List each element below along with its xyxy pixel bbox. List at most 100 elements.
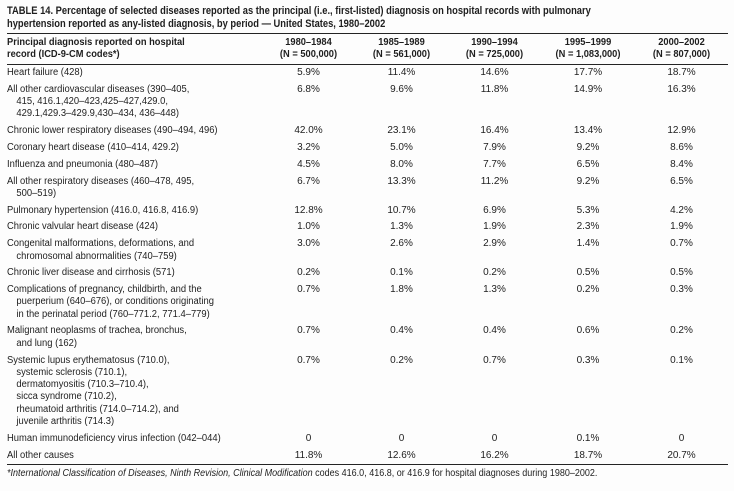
diagnosis-label-line: Chronic liver disease and cirrhosis (571… [7,267,175,279]
table-body: Heart failure (428) 5.9% 11.4% 14.6% 17.7% 18… [7,65,728,465]
value-cell: 1.8% [390,284,413,296]
value-cell: 6.5% [576,158,600,170]
value-cell: 0.2% [483,267,506,279]
diagnosis-label: All other respiratory diseases (460–478,… [7,174,262,203]
value-cell: 0.2% [576,284,600,296]
diagnosis-label-line: puerperium (640–676), or conditions orig… [16,296,214,308]
footnote-text: codes 416.0, 416.8, or 416.9 for hospita… [312,468,598,480]
value-cell: 11.4% [387,67,416,79]
value-cell: 0.7% [297,284,320,296]
value-cell: 4.5% [297,158,320,170]
value-cell: 4.2% [670,204,693,216]
diagnosis-label: Coronary heart disease (410–414, 429.2) [7,140,262,157]
value-cell: 0.2% [390,354,413,366]
value-cell: 0 [305,432,312,444]
diagnosis-label: Chronic liver disease and cirrhosis (571… [7,265,262,282]
diagnosis-label-line: Human immunodeficiency virus infection (… [7,432,221,444]
value-cell: 16.4% [480,125,509,137]
value-cell: 2.3% [576,221,600,233]
diagnosis-label-line: All other respiratory diseases (460–478,… [7,175,195,187]
value-cell: 0.2% [670,325,693,337]
value-cell: 0.1% [390,267,413,279]
value-cell: 7.9% [483,142,506,154]
value-cell: 23.1% [387,125,416,137]
header-diagnosis-column: Principal diagnosis reported on hospital… [7,33,262,65]
diagnosis-label-line: Systemic lupus erythematosus (710.0), [7,354,170,366]
diagnosis-table: Principal diagnosis reported on hospital… [7,33,728,466]
value-cell: 18.7% [573,449,603,461]
header-period-1995-1999: 1995–1999 (N = 1,083,000) [541,33,635,65]
value-cell: 0.7% [297,354,320,366]
value-cell: 0.5% [670,267,693,279]
value-cell: 0.3% [670,284,693,296]
header-period-1990-1994: 1990–1994 (N = 725,000) [448,33,541,65]
header-diagnosis-line-2: record (ICD-9-CM codes*) [7,49,120,60]
value-cell: 5.0% [390,142,413,154]
value-cell: 1.3% [483,284,506,296]
value-cell: 12.9% [667,125,696,137]
period-label: 1980–1984 [285,37,332,48]
table-row: Human immunodeficiency virus infection (… [7,431,728,448]
value-cell: 6.5% [670,175,693,187]
value-cell: 9.6% [390,83,413,95]
value-cell: 8.4% [670,158,693,170]
diagnosis-label: Systemic lupus erythematosus (710.0), sys… [7,352,262,430]
value-cell: 3.2% [297,142,320,154]
value-cell: 42.0% [294,125,323,137]
diagnosis-label-line: and lung (162) [16,337,78,349]
diagnosis-label: Influenza and pneumonia (480–487) [7,157,262,174]
period-label: 1990–1994 [471,37,518,48]
table-row: All other cardiovascular diseases (390–4… [7,82,728,123]
diagnosis-label-line: Chronic lower respiratory diseases (490–… [7,125,218,137]
value-cell: 14.9% [573,83,603,95]
value-cell: 0.7% [483,354,506,366]
period-n: (N = 561,000) [372,49,431,60]
value-cell: 8.0% [390,158,413,170]
value-cell: 0.2% [297,267,320,279]
table-title-line-1: TABLE 14. Percentage of selected disease… [7,5,591,17]
value-cell: 0.3% [576,354,600,366]
value-cell: 0.1% [670,354,693,366]
diagnosis-label-line: Chronic valvular heart disease (424) [7,221,159,233]
period-label: 1995–1999 [564,37,612,48]
value-cell: 6.9% [483,204,506,216]
value-cell: 20.7% [667,449,696,461]
value-cell: 13.4% [573,125,603,137]
table-row: Pulmonary hypertension (416.0, 416.8, 41… [7,203,728,220]
value-cell: 2.9% [483,238,506,250]
footnote: *International Classification of Disease… [7,468,656,480]
value-cell: 1.3% [390,221,413,233]
value-cell: 10.7% [387,204,416,216]
period-label: 1985–1989 [378,37,425,48]
table-header: Principal diagnosis reported on hospital… [7,33,728,65]
table-row: Systemic lupus erythematosus (710.0), sys… [7,352,728,430]
table-row: All other causes 11.8% 12.6% 16.2% 18.7% 20.7… [7,448,728,465]
diagnosis-label-line: Congenital malformations, deformations, … [7,238,195,250]
table-row: Chronic lower respiratory diseases (490–… [7,123,728,140]
diagnosis-label: Pulmonary hypertension (416.0, 416.8, 41… [7,203,262,220]
diagnosis-label: Human immunodeficiency virus infection (… [7,431,262,448]
header-period-1980-1984: 1980–1984 (N = 500,000) [262,33,355,65]
header-row: Principal diagnosis reported on hospital… [7,33,728,65]
table-row: Chronic liver disease and cirrhosis (571… [7,265,728,282]
diagnosis-label-line: chromosomal abnormalities (740–759) [16,250,177,262]
value-cell: 6.8% [297,83,320,95]
table-row: Chronic valvular heart disease (424) 1.0%… [7,219,728,236]
value-cell: 1.0% [297,221,320,233]
value-cell: 0.6% [576,325,600,337]
diagnosis-label: Chronic lower respiratory diseases (490–… [7,123,262,140]
table-page: TABLE 14. Percentage of selected disease… [7,5,728,480]
footnote-citation: *International Classification of Disease… [7,468,313,480]
diagnosis-label-line: Complications of pregnancy, childbirth, … [7,284,202,296]
period-label: 2000–2002 [658,37,705,48]
diagnosis-label-line: Heart failure (428) [7,67,83,79]
table-row: Influenza and pneumonia (480–487) 4.5% 8.0… [7,157,728,174]
value-cell: 0 [398,432,405,444]
period-n: (N = 807,000) [652,49,711,60]
value-cell: 5.9% [297,67,320,79]
period-n: (N = 725,000) [465,49,524,60]
table-row: Congenital malformations, deformations, … [7,236,728,265]
value-cell: 0.7% [297,325,320,337]
table-title-line-2: hypertension reported as any-listed diag… [7,17,386,30]
value-cell: 16.3% [667,83,696,95]
